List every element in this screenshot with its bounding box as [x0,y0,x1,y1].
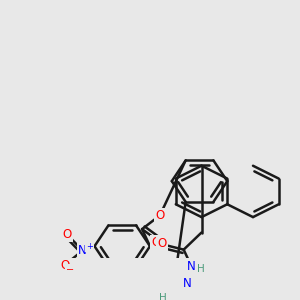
Text: O: O [60,259,69,272]
Text: N: N [187,260,196,273]
Text: −: − [66,265,74,275]
Text: O: O [157,237,167,250]
Text: O: O [151,236,160,249]
Text: N: N [78,244,87,257]
Text: O: O [155,209,164,222]
Text: H: H [159,292,167,300]
Text: O: O [62,228,71,241]
Text: H: H [197,264,204,274]
Text: N: N [183,278,192,290]
Text: +: + [86,242,93,251]
